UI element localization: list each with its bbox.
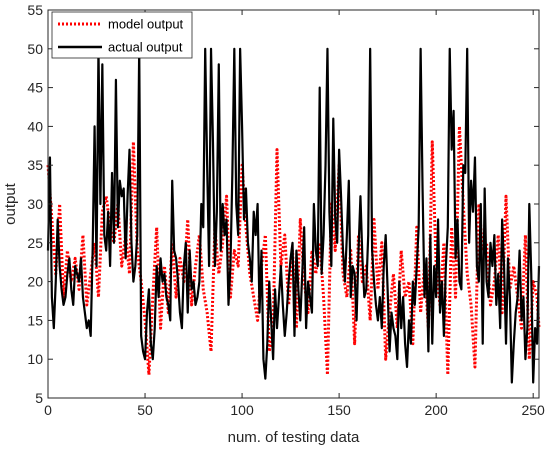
series-layer xyxy=(46,47,541,384)
legend: model output actual output xyxy=(51,11,193,59)
y-tick-label: 10 xyxy=(27,351,43,367)
x-tick-label: 100 xyxy=(230,402,254,418)
y-tick-label: 50 xyxy=(27,41,43,57)
y-tick-label: 30 xyxy=(27,196,43,212)
y-tick-label: 40 xyxy=(27,118,43,134)
x-tick-label: 50 xyxy=(137,402,153,418)
tick-layer: 0 50 100 150 200 250 5 10 15 20 25 30 35 40 45 50 55 xyxy=(27,2,545,418)
y-tick-label: 45 xyxy=(27,80,43,96)
legend-label-actual-output: actual output xyxy=(108,40,183,55)
x-tick-label: 150 xyxy=(327,402,351,418)
x-tick-label: 200 xyxy=(424,402,448,418)
y-tick-label: 15 xyxy=(27,312,43,328)
y-tick-label: 5 xyxy=(35,390,43,406)
y-tick-label: 25 xyxy=(27,235,43,251)
y-axis-label: output xyxy=(2,182,19,225)
x-tick-label: 0 xyxy=(44,402,52,418)
x-tick-label: 250 xyxy=(521,402,545,418)
y-tick-label: 55 xyxy=(27,2,43,18)
plot-area xyxy=(48,10,539,398)
legend-box xyxy=(51,11,193,59)
y-tick-label: 20 xyxy=(27,274,43,290)
y-tick-label: 35 xyxy=(27,157,43,173)
legend-label-model-output: model output xyxy=(108,17,184,32)
series-line-actual-output xyxy=(46,47,541,384)
x-axis-label: num. of testing data xyxy=(228,429,360,446)
